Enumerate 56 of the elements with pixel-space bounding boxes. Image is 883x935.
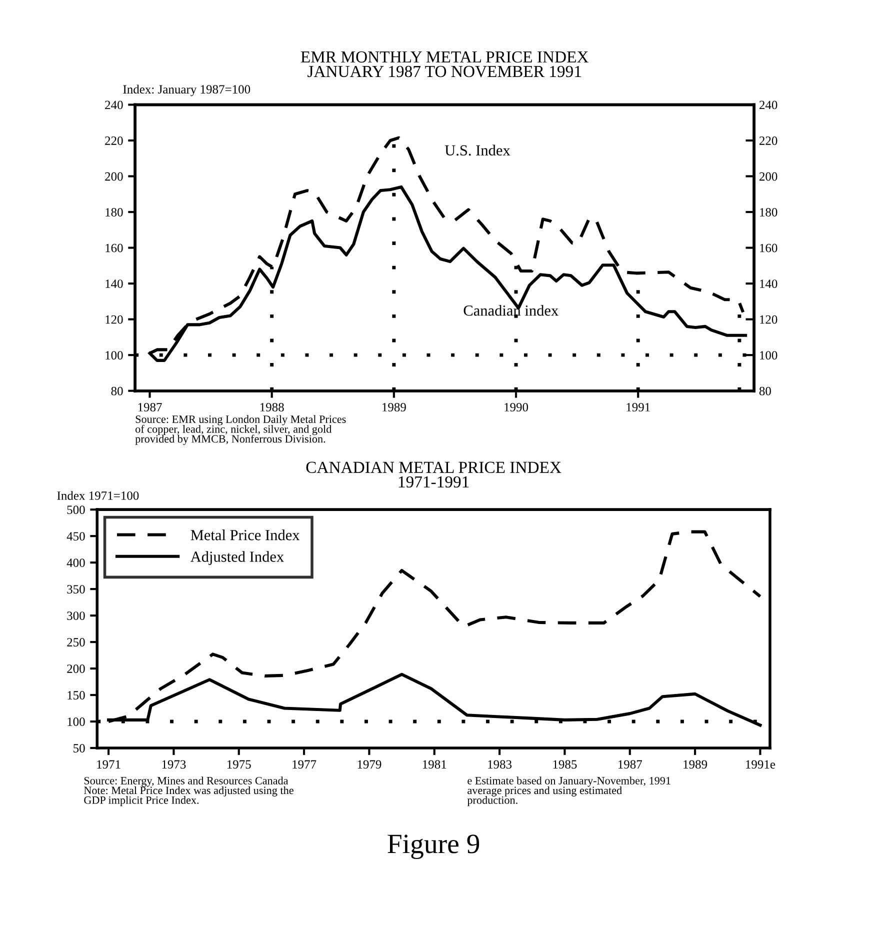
x-tick-label: 1981 <box>422 760 446 769</box>
text: U.S. Index <box>444 144 510 156</box>
x-tick-label: 1990 <box>504 402 528 412</box>
y2-tick-label: 140 <box>760 280 778 288</box>
x-tick-label: 1975 <box>227 760 251 769</box>
y-tick-label: 400 <box>66 558 85 568</box>
y-tick-label: 220 <box>105 136 123 145</box>
x-tick-label: 1983 <box>488 760 512 769</box>
y-tick-label: 100 <box>106 351 123 360</box>
y-tick-label: 450 <box>66 532 85 541</box>
x-tick-label: 1991 <box>626 403 650 412</box>
caption: Figure 9 <box>388 834 480 860</box>
source-note: Source: Energy, Mines and Resources Canada Note: Metal Price Index was adjusted using the GDP implicit Price Index. <box>84 776 294 806</box>
y2-tick-label: 200 <box>759 172 778 181</box>
y2-tick-label: 180 <box>760 208 778 216</box>
y-axis-title: Index: January 1987=100 <box>123 84 250 96</box>
x-tick-label: 1991e <box>746 760 776 769</box>
x-tick-label: 1988 <box>260 402 284 412</box>
y-tick-label: 200 <box>105 172 123 181</box>
chart-title: CANADIAN METAL PRICE INDEX 1971-1991 <box>306 462 562 488</box>
y-tick-label: 50 <box>74 744 85 752</box>
legend-label: Metal Price Index <box>190 530 300 540</box>
y2-tick-label: 100 <box>760 351 778 360</box>
y-tick-label: 80 <box>111 386 123 396</box>
y2-tick-label: 240 <box>759 100 778 110</box>
x-tick-label: 1985 <box>553 760 577 769</box>
legend-label: Adjusted Index <box>190 551 284 565</box>
y-tick-label: 100 <box>68 718 85 726</box>
y-tick-label: 240 <box>105 100 123 110</box>
x-tick-label: 1987 <box>618 760 642 769</box>
y-tick-label: 160 <box>106 244 123 252</box>
y2-tick-label: 80 <box>759 386 771 396</box>
text: e Estimate based on January-November, 1991 average prices and using estimated production. <box>467 776 670 806</box>
source-note: Source: EMR using London Daily Metal Prices of copper, lead, zinc, nickel, silver, and gold provided by MMCB, Nonferrous Division. <box>135 415 346 445</box>
y-tick-label: 500 <box>67 506 85 514</box>
y-axis-title: Index 1971=100 <box>57 491 139 500</box>
y-tick-label: 350 <box>67 585 85 594</box>
y-tick-label: 150 <box>68 691 85 700</box>
y2-tick-label: 120 <box>760 315 778 324</box>
x-tick-label: 1971 <box>97 760 120 769</box>
x-tick-label: 1989 <box>684 760 708 769</box>
y-tick-label: 120 <box>106 315 123 324</box>
y-tick-label: 140 <box>106 280 123 288</box>
y2-tick-label: 220 <box>759 136 778 145</box>
chart-title: EMR MONTHLY METAL PRICE INDEX JANUARY 1987 TO NOVEMBER 1991 <box>300 51 588 78</box>
y2-tick-label: 160 <box>760 244 778 252</box>
y-tick-label: 200 <box>67 664 85 673</box>
x-tick-label: 1979 <box>358 760 382 769</box>
y-tick-label: 250 <box>67 638 85 646</box>
x-tick-label: 1987 <box>138 402 162 412</box>
y-tick-label: 180 <box>106 208 123 216</box>
series-label: Canadian index <box>464 304 558 316</box>
x-tick-label: 1977 <box>292 760 316 769</box>
x-tick-label: 1989 <box>382 402 406 412</box>
x-tick-label: 1973 <box>162 760 186 769</box>
y-tick-label: 300 <box>67 612 85 620</box>
